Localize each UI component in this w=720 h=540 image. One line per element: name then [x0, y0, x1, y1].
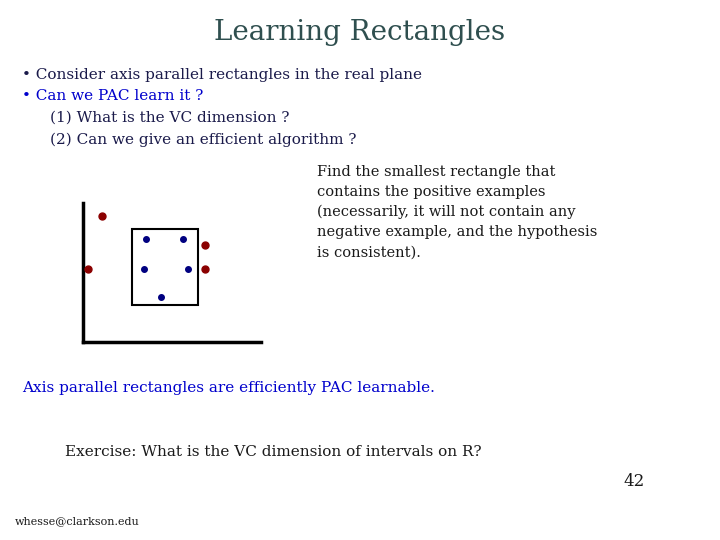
- Text: Find the smallest rectangle that
contains the positive examples
(necessarily, it: Find the smallest rectangle that contain…: [317, 165, 597, 260]
- Text: 42: 42: [623, 472, 644, 489]
- Text: Learning Rectangles: Learning Rectangles: [215, 19, 505, 46]
- Bar: [132, 229, 198, 305]
- Text: Axis parallel rectangles are efficiently PAC learnable.: Axis parallel rectangles are efficiently…: [22, 381, 434, 395]
- Text: • Consider axis parallel rectangles in the real plane: • Consider axis parallel rectangles in t…: [22, 68, 422, 82]
- Text: whesse@clarkson.edu: whesse@clarkson.edu: [14, 516, 139, 526]
- Text: (1) What is the VC dimension ?: (1) What is the VC dimension ?: [50, 111, 290, 125]
- Text: (2) Can we give an efficient algorithm ?: (2) Can we give an efficient algorithm ?: [50, 132, 357, 147]
- Text: Exercise: What is the VC dimension of intervals on R?: Exercise: What is the VC dimension of in…: [65, 446, 482, 460]
- Text: • Can we PAC learn it ?: • Can we PAC learn it ?: [22, 89, 203, 103]
